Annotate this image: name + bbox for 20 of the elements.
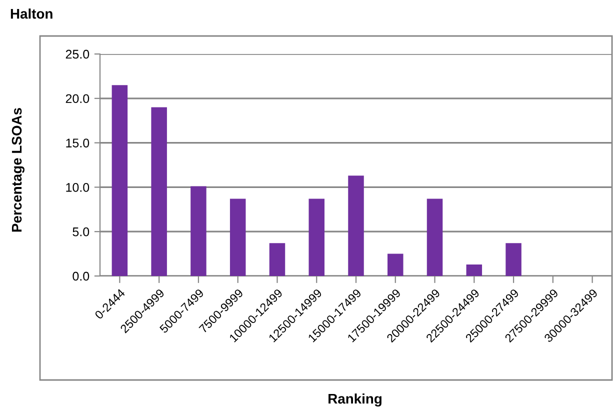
- bar: [308, 198, 324, 276]
- bar: [506, 243, 522, 276]
- y-tick-label: 10.0: [66, 183, 90, 192]
- bar: [190, 186, 206, 276]
- bar: [151, 107, 167, 276]
- y-tick-label: 15.0: [66, 138, 90, 148]
- y-tick-label: 25.0: [66, 50, 90, 59]
- bar: [230, 198, 246, 276]
- y-tick-label: 20.0: [66, 94, 90, 104]
- bar: [112, 85, 128, 276]
- x-axis-title: Ranking: [328, 393, 382, 407]
- bar: [426, 198, 443, 276]
- bar: [466, 264, 482, 276]
- y-tick-label: 0.0: [72, 272, 90, 281]
- y-axis-title: Percentage LSOAs: [12, 108, 24, 232]
- bar: [269, 243, 286, 276]
- bar: [388, 254, 404, 276]
- y-tick-label: 5.0: [72, 227, 90, 236]
- chart-title: Halton: [10, 8, 52, 19]
- bar: [348, 176, 364, 276]
